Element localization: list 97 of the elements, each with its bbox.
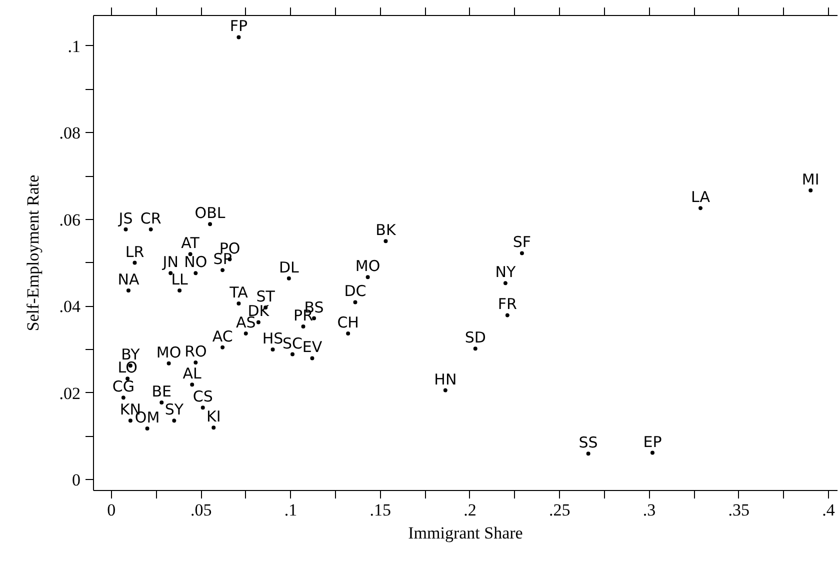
point	[366, 275, 370, 280]
point	[256, 320, 260, 324]
point	[236, 302, 241, 306]
point	[220, 268, 225, 272]
point	[194, 271, 198, 276]
y-tick-label: .06	[59, 210, 80, 230]
data-label: EP	[643, 432, 662, 451]
y-tick-label: .04	[59, 297, 81, 316]
x-tick-label: .35	[728, 500, 750, 520]
point	[286, 276, 291, 280]
point	[160, 400, 164, 404]
point	[443, 388, 448, 392]
data-label: SF	[512, 233, 532, 252]
point	[190, 382, 194, 387]
x-tick-label: .25	[548, 500, 570, 520]
point	[124, 227, 128, 232]
data-label: CS	[192, 388, 213, 406]
data-label: FR	[498, 295, 517, 314]
y-tick-label: 0	[72, 470, 80, 490]
point	[145, 426, 150, 430]
y-tick-label: .08	[59, 124, 80, 143]
data-label: JS	[118, 209, 133, 228]
data-label: CH	[337, 313, 359, 332]
data-label: MO	[156, 343, 182, 362]
data-label: TA	[228, 284, 249, 302]
point	[353, 300, 358, 304]
data-label: AL	[182, 364, 202, 383]
data-label: LR	[125, 242, 144, 261]
point	[808, 188, 813, 192]
point	[178, 288, 182, 293]
data-label: CR	[140, 209, 162, 228]
point	[194, 360, 198, 365]
data-label: DC	[344, 282, 366, 300]
point	[148, 227, 153, 232]
data-label: NO	[184, 253, 208, 272]
data-label: SC	[282, 334, 302, 352]
point	[220, 345, 225, 350]
data-label: CG	[112, 378, 134, 396]
point	[310, 356, 314, 360]
data-label: SD	[464, 328, 486, 347]
point	[270, 348, 275, 352]
data-label: ST	[256, 287, 276, 306]
data-label: SY	[164, 400, 184, 419]
point	[208, 222, 212, 226]
data-label: RO	[184, 342, 207, 361]
data-label: KI	[206, 408, 221, 426]
point	[126, 288, 130, 293]
point	[168, 271, 173, 276]
point	[301, 324, 306, 329]
data-label: NY	[495, 263, 517, 282]
data-label: BE	[152, 382, 172, 400]
data-label: MI	[802, 170, 820, 188]
point	[172, 418, 176, 423]
point	[505, 313, 510, 318]
x-tick-label: .1	[284, 500, 298, 520]
data-label: AC	[212, 327, 233, 346]
x-tick-label: .3	[642, 500, 656, 520]
x-tick-label: .15	[370, 500, 391, 520]
x-tick-label: .4	[822, 500, 836, 520]
data-label: LL	[171, 270, 189, 289]
point	[586, 452, 590, 456]
data-label: AT	[181, 234, 200, 252]
point	[244, 331, 248, 336]
x-tick-label: .2	[464, 500, 476, 520]
point	[132, 260, 137, 265]
point	[121, 396, 126, 400]
x-tick-label: 0	[107, 500, 116, 520]
data-label: NA	[118, 270, 140, 289]
point	[473, 346, 478, 351]
point	[290, 352, 294, 356]
point	[384, 239, 388, 244]
point	[200, 406, 205, 410]
point	[520, 251, 524, 256]
point	[236, 35, 241, 40]
x-axis-title: Immigrant Share	[408, 524, 523, 542]
x-tick-label: .05	[190, 500, 212, 520]
point	[166, 361, 171, 366]
data-label: JN	[162, 253, 178, 272]
data-label: FP	[230, 17, 248, 36]
data-label: HS	[262, 330, 284, 348]
y-tick-label: .02	[59, 384, 80, 403]
data-label: MO	[355, 257, 380, 276]
data-label: LA	[691, 188, 711, 206]
data-label: HN	[434, 370, 457, 388]
data-label: OBL	[194, 204, 226, 222]
point	[212, 426, 216, 430]
data-label: EV	[302, 338, 323, 356]
point	[128, 418, 132, 423]
data-label: SS	[578, 434, 598, 452]
point	[698, 206, 703, 210]
data-label: DL	[278, 258, 300, 276]
point	[346, 331, 350, 336]
point	[503, 281, 508, 286]
y-axis-title: Self-Employment Rate	[23, 174, 42, 332]
point	[650, 450, 654, 455]
y-tick-label: .1	[68, 36, 80, 56]
data-label: BK	[376, 221, 397, 240]
